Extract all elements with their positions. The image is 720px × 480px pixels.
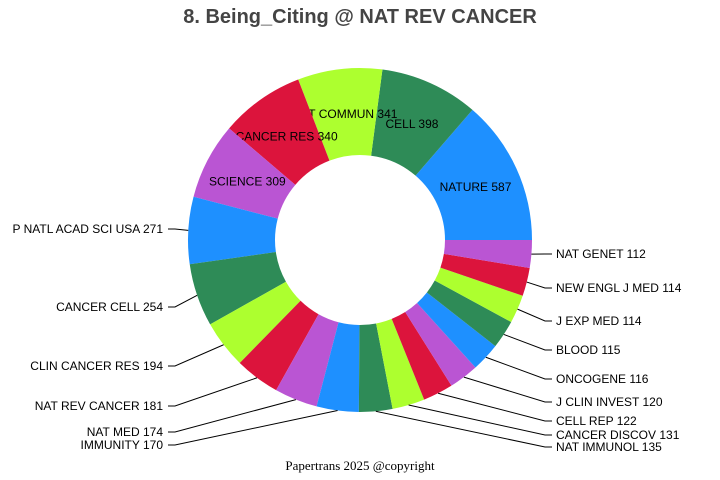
slice-p-natl-acad-sci-usa <box>188 196 278 265</box>
slice-nat-immunol <box>358 323 393 412</box>
slice-label: ONCOGENE 116 <box>556 372 649 386</box>
slice-blood <box>426 280 512 347</box>
slice-label: CANCER CELL 254 <box>56 300 163 314</box>
slice-label: J CLIN INVEST 120 <box>556 395 663 409</box>
leader-line <box>408 404 552 436</box>
slice-science <box>193 128 296 219</box>
copyright-footer: Papertrans 2025 @copyright <box>285 458 435 473</box>
slice-label: CANCER RES 340 <box>236 129 338 143</box>
slice-j-clin-invest <box>405 302 476 386</box>
leader-line <box>503 333 552 351</box>
slice-label: CANCER DISCOV 131 <box>556 428 680 442</box>
slice-nat-rev-cancer <box>239 300 319 391</box>
slice-cancer-res <box>229 79 330 185</box>
leader-line <box>168 377 258 407</box>
slice-label: CELL 398 <box>386 117 439 131</box>
slice-label: NATURE 587 <box>440 180 512 194</box>
slice-immunity <box>316 322 360 412</box>
slice-label: NAT REV CANCER 181 <box>35 399 164 413</box>
slice-label: NAT GENET 112 <box>556 247 646 261</box>
leader-line <box>517 308 552 322</box>
leader-line <box>375 410 552 448</box>
slice-label: SCIENCE 309 <box>209 174 286 188</box>
slice-label: CELL REP 122 <box>556 414 637 428</box>
slice-nat-commun <box>298 68 383 161</box>
slice-label: CLIN CANCER RES 194 <box>30 359 163 373</box>
slice-label: BLOOD 115 <box>556 343 621 357</box>
slice-nat-med <box>276 314 339 407</box>
slice-clin-cancer-res <box>210 281 301 363</box>
leader-line <box>168 410 338 446</box>
chart-title: 8. Being_Citing @ NAT REV CANCER <box>183 6 537 28</box>
slice-label: NAT IMMUNOL 135 <box>556 440 662 454</box>
slice-cancer-discov <box>376 318 425 409</box>
slice-nature <box>415 109 532 240</box>
leader-line <box>463 376 552 403</box>
slice-label: NAT MED 174 <box>87 425 164 439</box>
leader-line <box>168 294 198 308</box>
slice-label: IMMUNITY 170 <box>81 438 164 452</box>
slice-label: NAT COMMUN 341 <box>293 107 398 121</box>
slice-new-engl-j-med <box>440 253 530 296</box>
slice-j-exp-med <box>434 267 523 323</box>
leader-line <box>168 344 224 367</box>
slice-label: J EXP MED 114 <box>556 314 642 328</box>
leader-line <box>485 356 552 380</box>
leader-line <box>437 392 552 422</box>
slice-label: NEW ENGL J MED 114 <box>556 281 682 295</box>
slice-oncogene <box>417 292 496 368</box>
slice-label: P NATL ACAD SCI USA 271 <box>12 222 163 236</box>
slice-cell <box>371 69 473 176</box>
leader-line <box>526 281 552 289</box>
slice-cell-rep <box>391 311 452 400</box>
leader-line <box>168 228 189 231</box>
slice-nat-genet <box>443 240 532 269</box>
slice-cancer-cell <box>189 252 286 325</box>
leader-line <box>168 399 296 433</box>
